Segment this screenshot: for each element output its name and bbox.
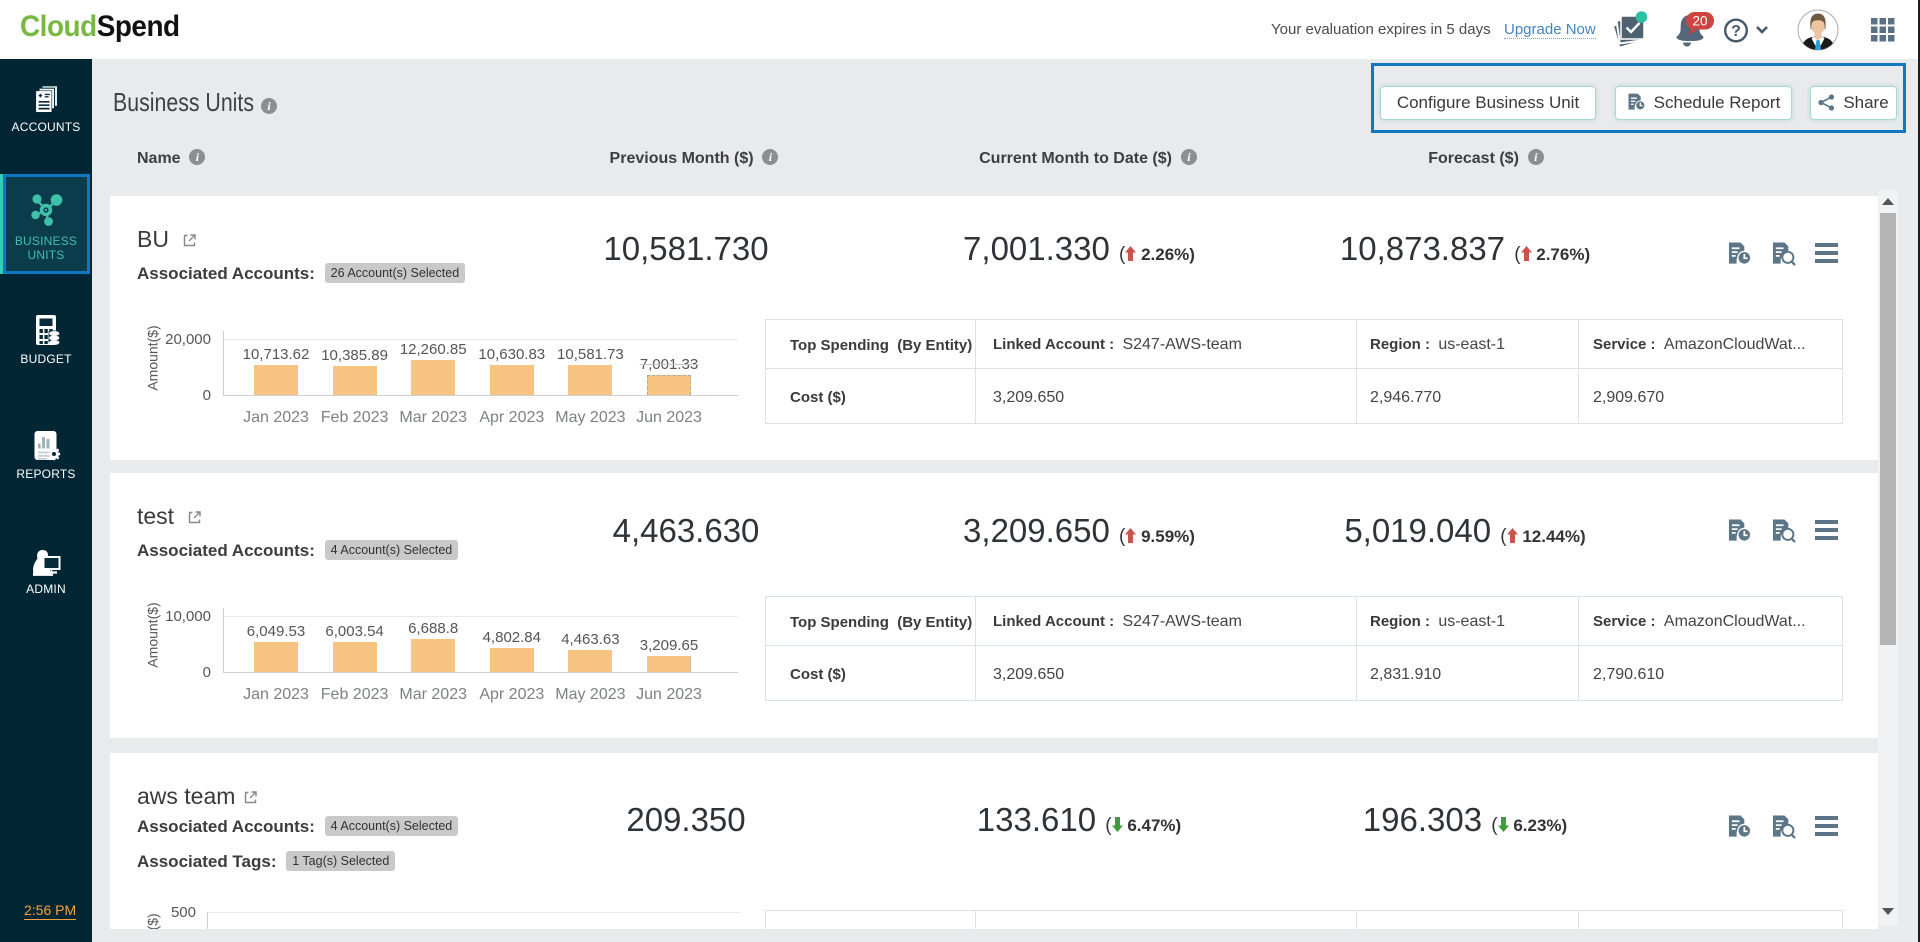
svg-text:?: ? <box>1731 23 1741 40</box>
svg-text:20: 20 <box>1692 14 1707 29</box>
